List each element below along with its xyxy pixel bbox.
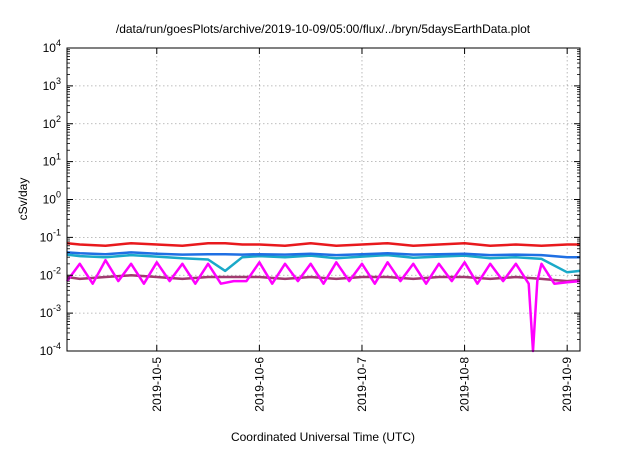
axis-layer: 10-4 10-3 10-2 10-1 100 101 102 103 104 2019-10-5… [40,38,580,412]
grid-layer [67,48,580,351]
series-line-5 [65,258,581,353]
x-tick-label: 2019-10-7 [355,357,369,412]
series-line-2 [66,253,581,274]
x-tick-label: 2019-10-5 [150,357,164,412]
y-tick-label: 102 [43,114,61,131]
x-tick-label: 2019-10-6 [252,357,266,412]
series-line-3 [66,251,580,259]
series-line-1 [66,241,580,248]
y-tick-label: 103 [43,76,61,93]
y-tick-label: 10-2 [40,265,61,282]
chart-title: /data/run/goesPlots/archive/2019-10-09/0… [116,22,531,36]
y-tick-label: 100 [43,190,61,207]
y-tick-label: 10-4 [40,341,61,358]
y-tick-label: 104 [43,38,61,55]
y-tick-label: 101 [43,152,61,169]
x-tick-label: 2019-10-9 [560,357,574,412]
y-tick-label: 10-1 [40,227,61,244]
y-axis-label: cSv/day [16,178,30,221]
series-layer [65,241,581,353]
x-axis-label: Coordinated Universal Time (UTC) [231,430,415,444]
y-tick-label: 10-3 [40,303,61,320]
x-tick-label: 2019-10-8 [458,357,472,412]
